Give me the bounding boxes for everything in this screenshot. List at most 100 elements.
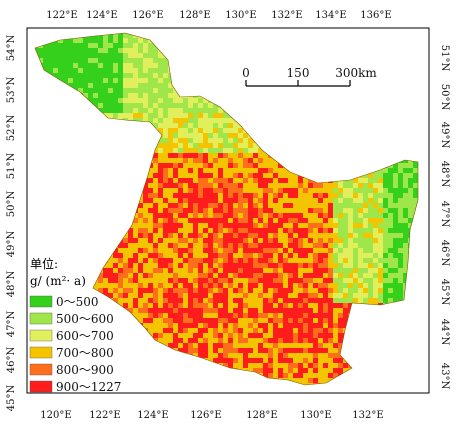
raster-cell xyxy=(203,38,208,43)
raster-cell xyxy=(228,38,233,43)
raster-cell xyxy=(233,208,238,213)
raster-cell xyxy=(258,113,263,118)
raster-cell xyxy=(233,28,238,33)
raster-cell xyxy=(148,153,153,158)
raster-cell xyxy=(368,288,373,293)
raster-cell xyxy=(323,268,328,273)
raster-cell xyxy=(63,143,68,148)
raster-cell xyxy=(293,123,298,128)
raster-cell xyxy=(148,298,153,303)
raster-cell xyxy=(423,253,428,258)
raster-cell xyxy=(53,73,58,78)
raster-cell xyxy=(68,233,73,238)
raster-cell xyxy=(323,28,328,33)
raster-cell xyxy=(223,313,228,318)
raster-cell xyxy=(63,48,68,53)
raster-cell xyxy=(408,53,413,58)
raster-cell xyxy=(163,133,168,138)
raster-cell xyxy=(258,63,263,68)
raster-cell xyxy=(328,53,333,58)
raster-cell xyxy=(58,233,63,238)
raster-cell xyxy=(133,118,138,123)
raster-cell xyxy=(118,338,123,343)
raster-cell xyxy=(53,98,58,103)
raster-cell xyxy=(293,113,298,118)
raster-cell xyxy=(48,243,53,248)
raster-cell xyxy=(123,208,128,213)
raster-cell xyxy=(143,118,148,123)
raster-cell xyxy=(243,118,248,123)
raster-cell xyxy=(318,233,323,238)
raster-cell xyxy=(98,263,103,268)
raster-cell xyxy=(163,168,168,173)
raster-cell xyxy=(288,128,293,133)
raster-cell xyxy=(148,103,153,108)
raster-cell xyxy=(83,208,88,213)
raster-cell xyxy=(233,218,238,223)
raster-cell xyxy=(128,178,133,183)
raster-cell xyxy=(238,288,243,293)
raster-cell xyxy=(338,193,343,198)
raster-cell xyxy=(378,143,383,148)
raster-cell xyxy=(218,228,223,233)
raster-cell xyxy=(158,218,163,223)
raster-cell xyxy=(298,278,303,283)
raster-cell xyxy=(218,288,223,293)
raster-cell xyxy=(413,223,418,228)
raster-cell xyxy=(358,143,363,148)
raster-cell xyxy=(303,313,308,318)
raster-cell xyxy=(368,258,373,263)
raster-cell xyxy=(68,168,73,173)
raster-cell xyxy=(398,213,403,218)
raster-cell xyxy=(128,293,133,298)
raster-cell xyxy=(418,63,423,68)
raster-cell xyxy=(233,128,238,133)
raster-cell xyxy=(108,263,113,268)
raster-cell xyxy=(168,233,173,238)
raster-cell xyxy=(38,148,43,153)
raster-cell xyxy=(283,118,288,123)
raster-cell xyxy=(313,233,318,238)
raster-cell xyxy=(358,283,363,288)
raster-cell xyxy=(133,338,138,343)
raster-cell xyxy=(313,193,318,198)
raster-cell xyxy=(213,293,218,298)
raster-cell xyxy=(203,63,208,68)
raster-cell xyxy=(423,198,428,203)
raster-cell xyxy=(148,288,153,293)
raster-cell xyxy=(98,213,103,218)
raster-cell xyxy=(278,243,283,248)
raster-cell xyxy=(393,103,398,108)
raster-cell xyxy=(218,123,223,128)
raster-cell xyxy=(198,88,203,93)
raster-cell xyxy=(133,98,138,103)
raster-cell xyxy=(393,313,398,318)
raster-cell xyxy=(148,213,153,218)
raster-cell xyxy=(308,168,313,173)
raster-cell xyxy=(153,88,158,93)
raster-cell xyxy=(178,118,183,123)
raster-cell xyxy=(123,123,128,128)
raster-cell xyxy=(68,198,73,203)
raster-cell xyxy=(308,303,313,308)
raster-cell xyxy=(178,143,183,148)
raster-cell xyxy=(423,243,428,248)
raster-cell xyxy=(368,83,373,88)
raster-cell xyxy=(358,98,363,103)
raster-cell xyxy=(203,93,208,98)
raster-cell xyxy=(183,288,188,293)
raster-cell xyxy=(263,103,268,108)
raster-cell xyxy=(228,28,233,33)
raster-cell xyxy=(373,273,378,278)
raster-cell xyxy=(308,143,313,148)
raster-cell xyxy=(378,153,383,158)
raster-cell xyxy=(68,58,73,63)
raster-cell xyxy=(388,173,393,178)
raster-cell xyxy=(138,223,143,228)
raster-cell xyxy=(373,268,378,273)
raster-cell xyxy=(203,318,208,323)
raster-cell xyxy=(123,248,128,253)
raster-cell xyxy=(113,83,118,88)
raster-cell xyxy=(398,53,403,58)
raster-cell xyxy=(148,138,153,143)
